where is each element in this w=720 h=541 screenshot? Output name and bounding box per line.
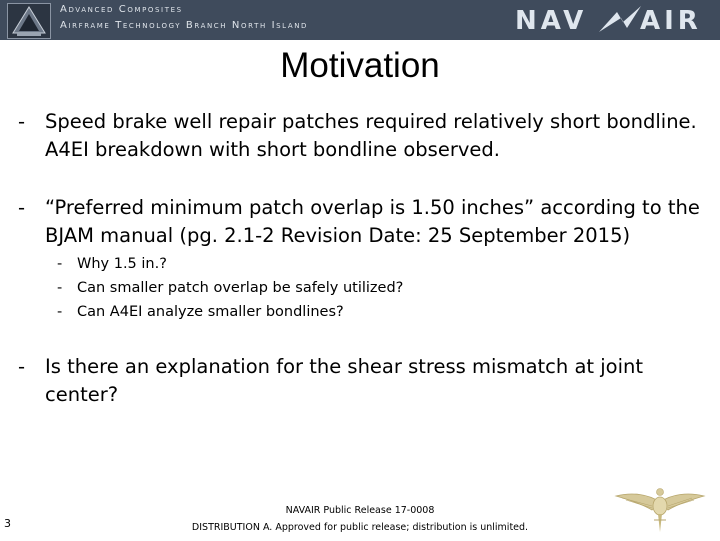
navair-logo-part1: NAV [515,6,588,36]
sub-bullet-text: Why 1.5 in.? [77,256,167,272]
sub-bullet-dash: - [57,304,63,320]
branch-emblem-icon [7,3,51,39]
navair-logo-part2: AIR [640,6,702,36]
naval-aviator-wings-icon [612,480,708,536]
sub-bullet-text: Can smaller patch overlap be safely util… [77,280,404,296]
navair-logo: NAV AIR [515,4,715,36]
header-band: Advanced Composites Airframe Technology … [0,0,720,40]
slide-number: 3 [4,517,11,530]
bullet-text: Speed brake well repair patches required… [45,110,697,161]
bullet-dash: - [18,196,26,219]
navair-wing-icon [599,6,641,32]
sub-bullet-dash: - [57,280,63,296]
header-line-2: Airframe Technology Branch North Island [60,20,309,31]
bullet-dash: - [18,355,26,378]
bullet-text: Is there an explanation for the shear st… [45,355,644,406]
header-line-1: Advanced Composites [60,4,183,15]
slide-title: Motivation [280,46,440,85]
sub-bullet-dash: - [57,256,63,272]
footer-release: NAVAIR Public Release 17-0008 [285,505,435,516]
sub-bullet-text: Can A4EI analyze smaller bondlines? [77,304,344,320]
footer-distribution: DISTRIBUTION A. Approved for public rele… [191,522,529,533]
bullet-dash: - [18,110,26,133]
bullet-text: “Preferred minimum patch overlap is 1.50… [45,196,700,247]
